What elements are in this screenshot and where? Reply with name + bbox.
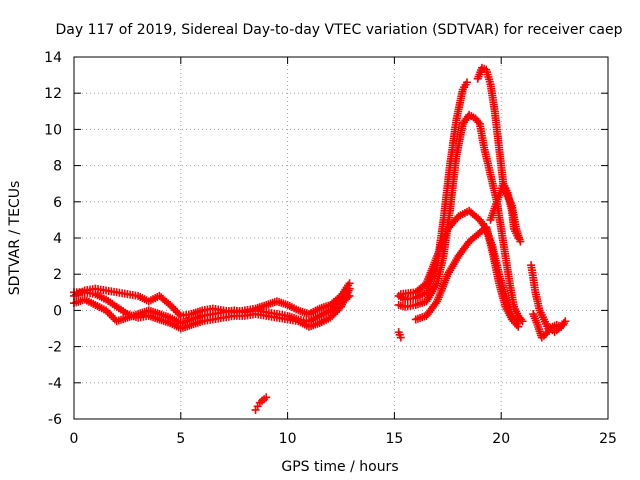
x-tick-label: 5: [176, 431, 185, 447]
data-point-fill: [109, 313, 118, 322]
x-tick-label: 25: [599, 431, 617, 447]
data-point-fill: [171, 306, 180, 315]
chart-title: Day 117 of 2019, Sidereal Day-to-day VTE…: [56, 22, 623, 38]
data-point-fill: [512, 320, 521, 329]
y-tick-label: -4: [48, 376, 62, 392]
y-tick-label: -6: [48, 412, 62, 428]
data-point: [326, 313, 335, 322]
y-tick-label: 10: [44, 122, 62, 138]
data-point-fill: [474, 118, 483, 127]
y-axis-title: SDTVAR / TECUs: [7, 181, 23, 296]
x-axis-title: GPS time / hours: [281, 459, 398, 475]
data-point: [262, 393, 271, 402]
data-point: [396, 333, 405, 342]
data-point-fill: [328, 311, 337, 320]
data-point-fill: [103, 308, 112, 317]
y-tick-label: -2: [48, 340, 62, 356]
data-point-fill: [175, 310, 184, 319]
y-tick-label: 14: [44, 50, 62, 66]
y-tick-label: 4: [53, 231, 62, 247]
data-point: [559, 320, 568, 329]
y-tick-label: 2: [53, 267, 62, 283]
data-point: [463, 78, 472, 87]
data-marks: [70, 63, 570, 414]
data-point-fill: [343, 293, 352, 302]
data-point: [514, 234, 523, 242]
data-point: [345, 279, 354, 288]
data-point-fill: [169, 304, 178, 313]
data-point: [514, 322, 523, 331]
axis-ticks: 0 5 10 15 20 25 -6 -4 -2 0 2 4 6 8 10 12 14: [44, 50, 617, 447]
y-tick-label: 0: [53, 303, 62, 319]
x-tick-label: 20: [492, 431, 510, 447]
y-tick-label: 8: [53, 159, 62, 175]
grid: [74, 57, 608, 419]
y-tick-label: 12: [44, 86, 62, 102]
x-tick-label: 0: [70, 431, 79, 447]
data-point: [166, 300, 175, 309]
data-point-fill: [173, 308, 182, 317]
x-tick-label: 10: [279, 431, 297, 447]
data-point-fill: [107, 311, 116, 320]
y-tick-label: 6: [53, 195, 62, 211]
x-tick-label: 15: [385, 431, 403, 447]
data-point: [345, 291, 354, 300]
data-point-fill: [105, 310, 114, 319]
data-point-fill: [167, 302, 176, 311]
data-point: [102, 306, 111, 315]
